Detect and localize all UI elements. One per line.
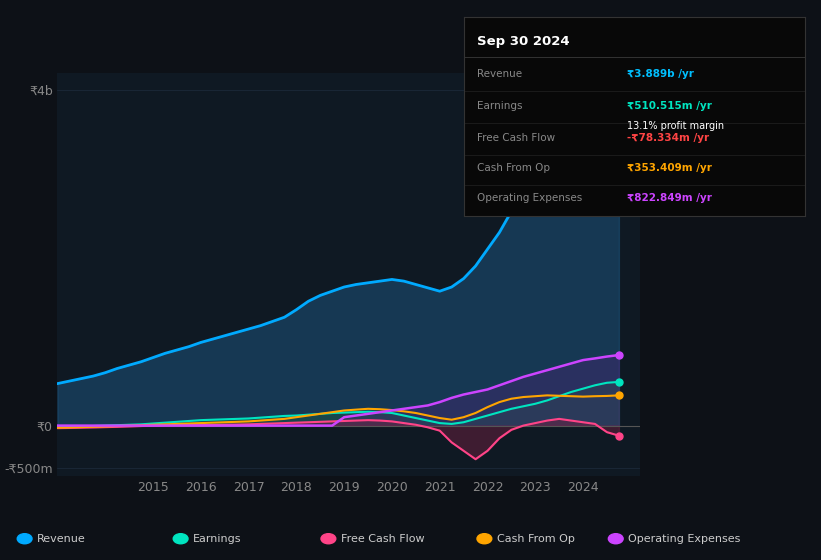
Text: Operating Expenses: Operating Expenses (478, 193, 583, 203)
Text: Operating Expenses: Operating Expenses (628, 534, 741, 544)
Text: Cash From Op: Cash From Op (497, 534, 575, 544)
Text: 13.1% profit margin: 13.1% profit margin (627, 121, 725, 131)
Text: Earnings: Earnings (478, 101, 523, 111)
Text: Sep 30 2024: Sep 30 2024 (478, 35, 570, 48)
Text: ₹3.889b /yr: ₹3.889b /yr (627, 69, 695, 80)
Text: -₹78.334m /yr: -₹78.334m /yr (627, 133, 709, 143)
Text: ₹353.409m /yr: ₹353.409m /yr (627, 163, 713, 173)
Text: Cash From Op: Cash From Op (478, 163, 551, 173)
Text: ₹822.849m /yr: ₹822.849m /yr (627, 193, 713, 203)
Text: Revenue: Revenue (478, 69, 523, 80)
Text: Free Cash Flow: Free Cash Flow (478, 133, 556, 143)
Text: Free Cash Flow: Free Cash Flow (341, 534, 424, 544)
Text: Revenue: Revenue (37, 534, 85, 544)
Text: Earnings: Earnings (193, 534, 241, 544)
Text: ₹510.515m /yr: ₹510.515m /yr (627, 101, 713, 111)
